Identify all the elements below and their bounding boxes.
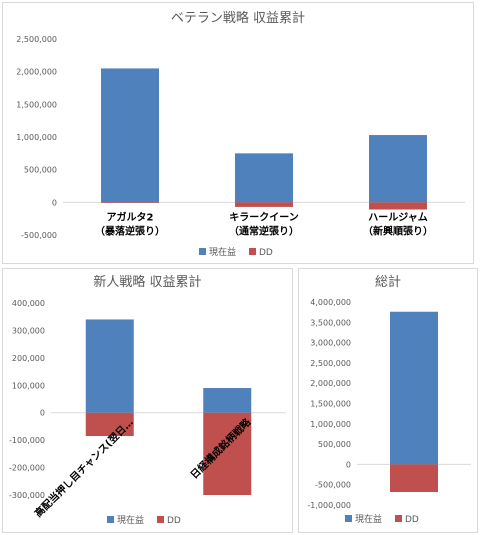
- legend-swatch-dd: [157, 516, 164, 523]
- chart-title: 総計: [375, 274, 401, 290]
- x-category-label: （新興順張り）: [363, 224, 433, 237]
- y-tick-label: 3,500,000: [310, 318, 351, 327]
- bar-profit-2: [235, 153, 293, 203]
- x-category-label: （通常逆張り）: [229, 224, 299, 237]
- legend-label-dd: DD: [405, 515, 419, 525]
- bar-profit-1: [390, 311, 438, 465]
- bar-dd-1: [390, 464, 438, 493]
- chart-veteran-strategy: ベテラン戦略 収益累計 2,500,000 2,000,000 1,500,000 1,…: [2, 2, 474, 264]
- legend-label-profit: 現在益: [117, 514, 144, 526]
- y-tick-label: 500,000: [24, 166, 57, 175]
- bar-profit-2: [203, 388, 252, 413]
- y-tick-label: -500,000: [315, 481, 351, 490]
- y-tick-label: 2,500,000: [16, 35, 57, 44]
- x-category-label: 高配当押し目チャンス(翌日…: [32, 416, 136, 520]
- legend-swatch-profit: [345, 515, 352, 522]
- legend-label-profit: 現在益: [209, 246, 236, 258]
- legend-label-profit: 現在益: [355, 513, 382, 525]
- chart-title: ベテラン戦略 収益累計: [171, 10, 305, 26]
- y-tick-label: 2,000,000: [16, 68, 57, 77]
- y-tick-label: 100,000: [12, 381, 45, 390]
- bar-dd-1: [101, 202, 159, 203]
- chart-total-svg: 総計 4,000,000 3,500,000 3,000,000 2,500,000 2,…: [307, 274, 471, 525]
- y-tick-label: 2,000,000: [310, 379, 351, 388]
- y-tick-label: 1,500,000: [310, 400, 351, 409]
- y-tick-label: -500,000: [21, 231, 57, 240]
- y-tick-label: 1,000,000: [16, 133, 57, 142]
- legend-swatch-profit: [199, 248, 206, 255]
- y-tick-label: 300,000: [12, 326, 45, 335]
- chart-title: 新人戦略 収益累計: [93, 274, 201, 290]
- y-tick-label: -200,000: [9, 464, 45, 473]
- x-category-label: ハールジャム: [368, 211, 428, 223]
- chart-total: 総計 4,000,000 3,500,000 3,000,000 2,500,000 2,…: [298, 268, 478, 533]
- y-tick-label: -300,000: [9, 491, 45, 500]
- bar-dd-1: [85, 412, 134, 437]
- x-category-label: （暴落逆張り）: [95, 224, 165, 237]
- y-tick-label: 1,000,000: [310, 420, 351, 429]
- bar-profit-3: [369, 135, 427, 203]
- y-tick-label: -1,000,000: [307, 501, 351, 510]
- y-tick-label: 2,500,000: [310, 359, 351, 368]
- chart-newcomer-svg: 新人戦略 収益累計 400,000 300,000 200,000 100,000 0 -1…: [9, 274, 286, 526]
- bar-profit-1: [101, 68, 159, 203]
- bar-dd-3: [369, 202, 427, 210]
- legend-swatch-profit: [107, 516, 114, 523]
- legend-swatch-dd: [249, 248, 256, 255]
- y-tick-label: 400,000: [12, 299, 45, 308]
- y-tick-label: 0: [40, 409, 45, 418]
- y-tick-label: -100,000: [9, 436, 45, 445]
- chart-newcomer-strategy: 新人戦略 収益累計 400,000 300,000 200,000 100,000 0 -1…: [2, 268, 293, 533]
- x-category-label: アガルタ2: [107, 210, 154, 223]
- y-tick-label: 0: [346, 460, 351, 469]
- bar-dd-2: [203, 412, 252, 495]
- x-category-label: キラークイーン: [229, 211, 299, 223]
- legend-swatch-dd: [395, 515, 402, 522]
- y-tick-label: 500,000: [318, 440, 351, 449]
- y-tick-label: 0: [52, 198, 57, 207]
- bar-profit-1: [85, 319, 134, 413]
- bar-dd-2: [235, 202, 293, 207]
- legend-label-dd: DD: [259, 248, 273, 258]
- y-tick-label: 4,000,000: [310, 298, 351, 307]
- y-tick-label: 1,500,000: [16, 100, 57, 109]
- chart-veteran-svg: ベテラン戦略 収益累計 2,500,000 2,000,000 1,500,000 1,…: [16, 10, 465, 258]
- y-tick-label: 200,000: [12, 354, 45, 363]
- y-tick-label: 3,000,000: [310, 339, 351, 348]
- legend-label-dd: DD: [167, 516, 181, 526]
